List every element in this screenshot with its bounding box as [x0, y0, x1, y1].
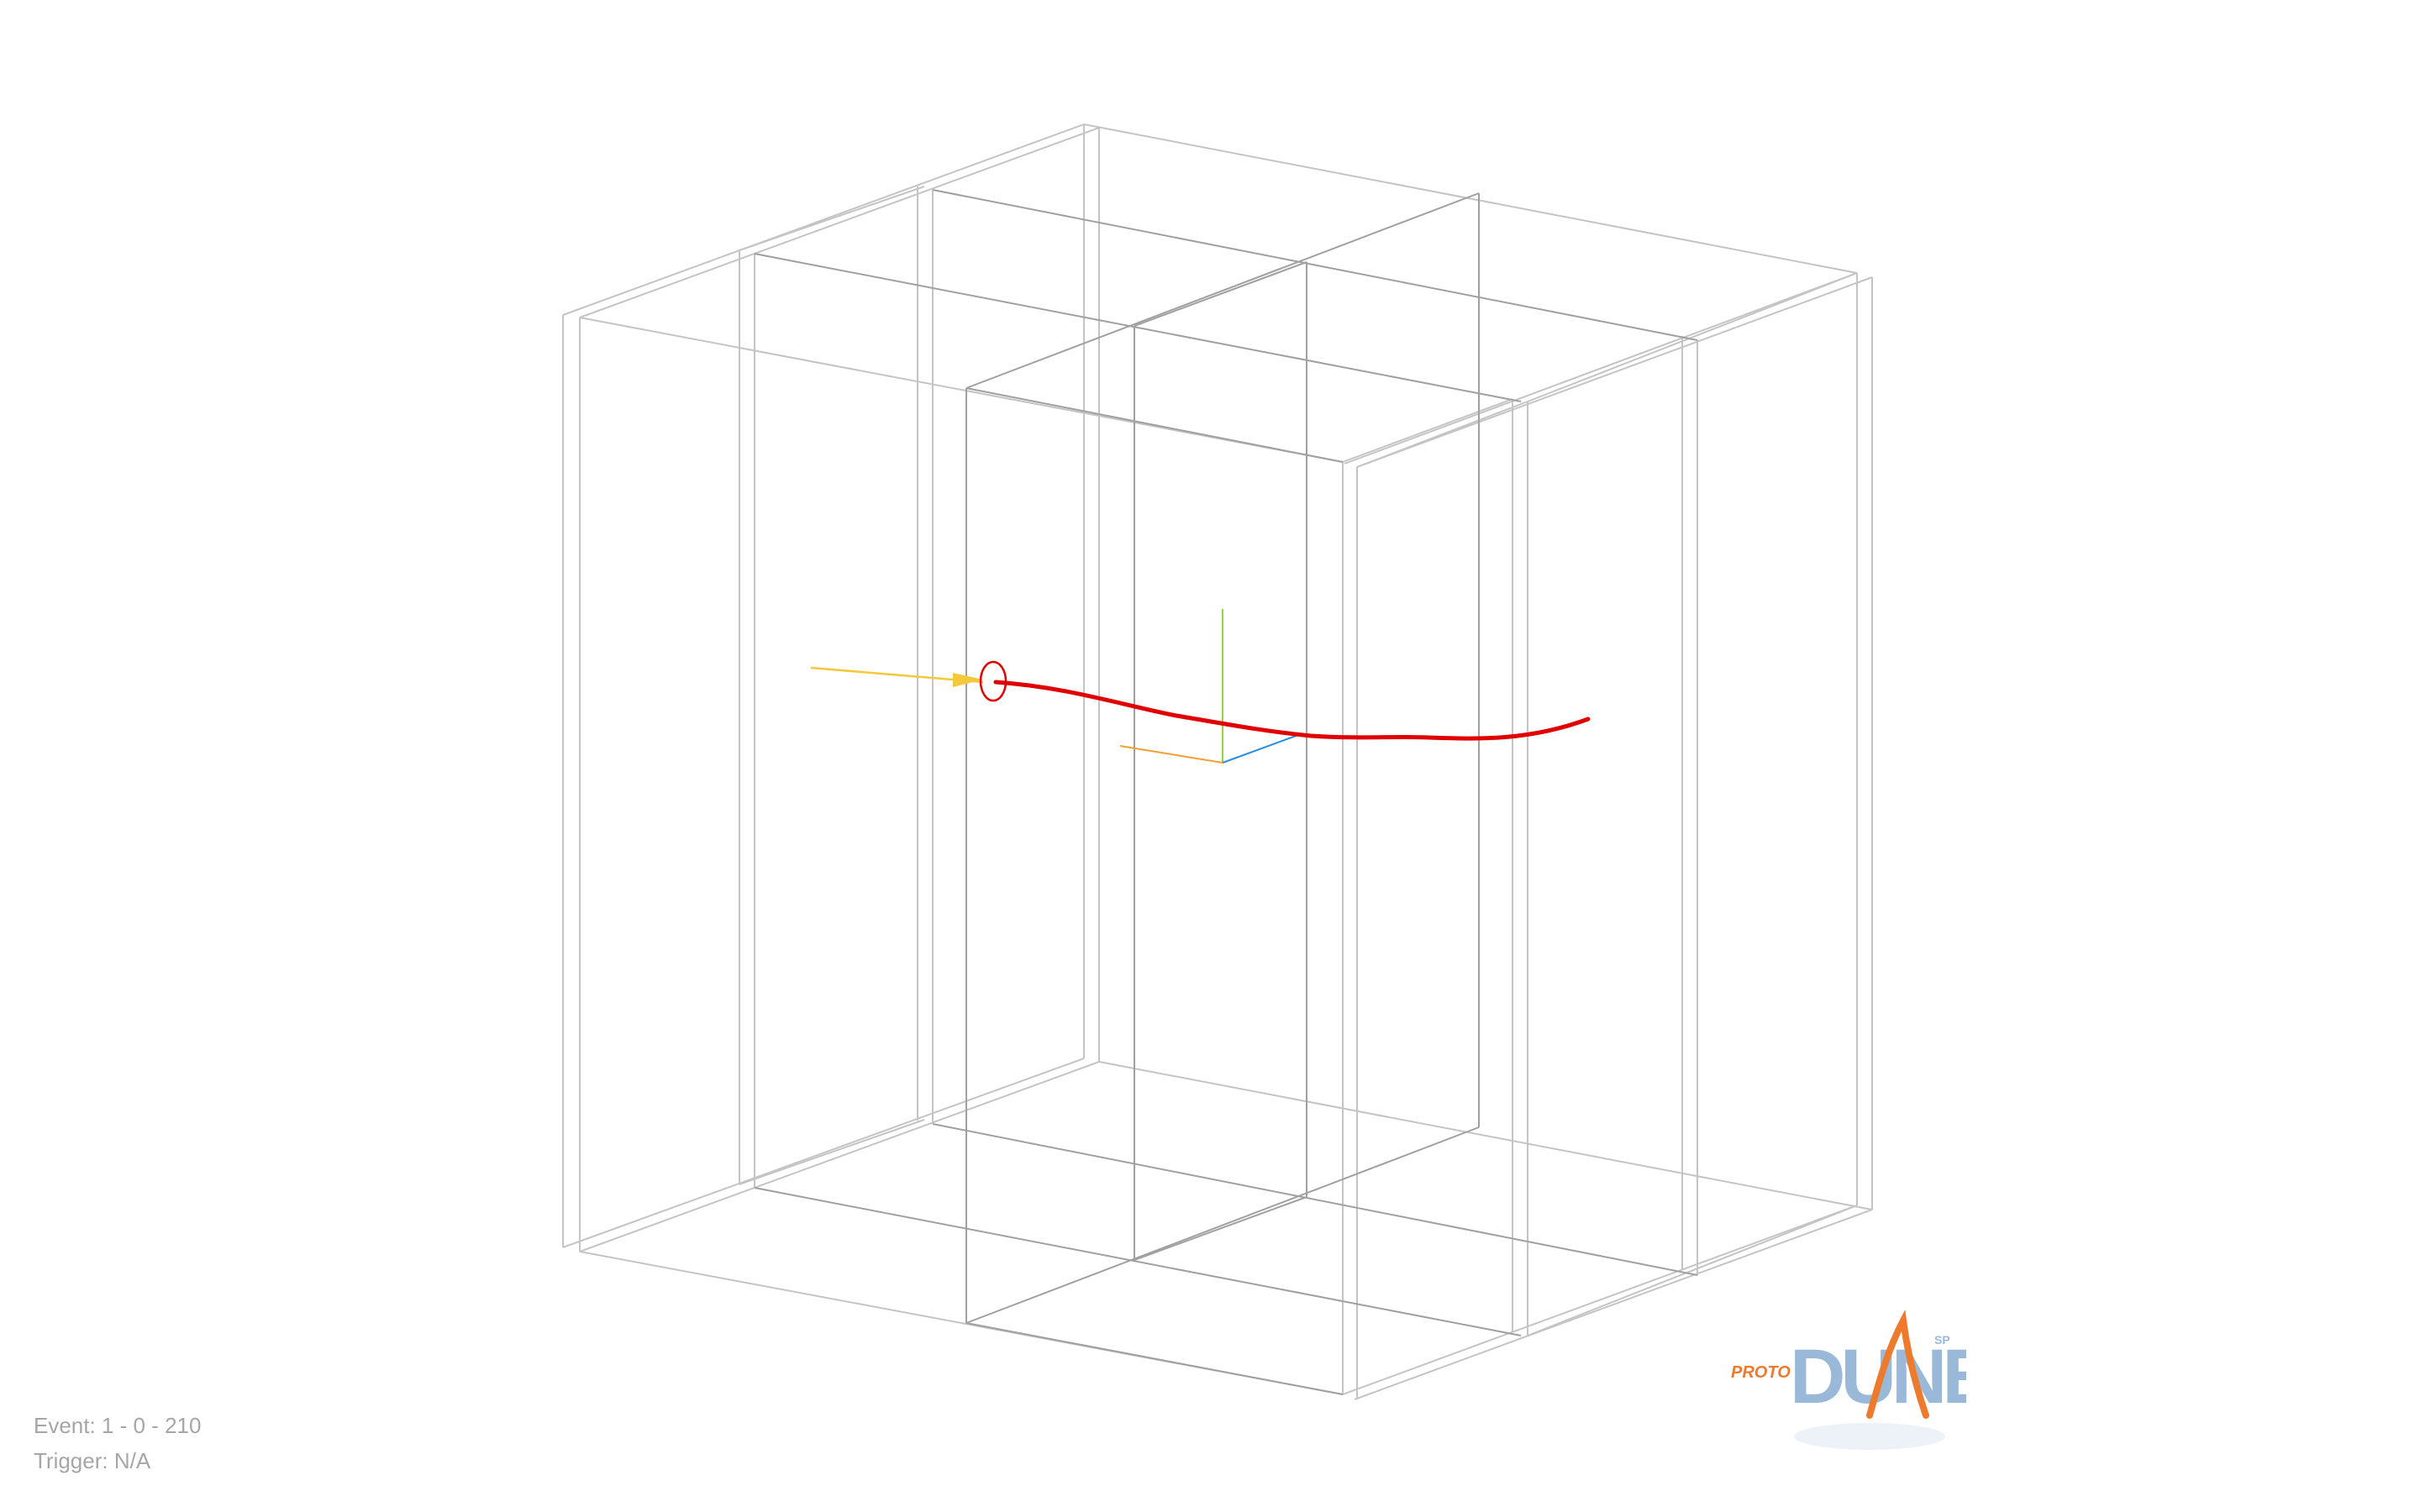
tpc-bottom-edge-front [965, 1322, 1344, 1395]
tpc-bottom-back [754, 1187, 1522, 1336]
vertex-marker[interactable] [979, 660, 1007, 702]
tpc-bottom-mid [932, 1123, 1698, 1276]
wall-plane-4-top [1527, 272, 1858, 402]
left-top-face [579, 127, 1100, 318]
beam-track [810, 666, 984, 687]
axes-gizmo [1119, 609, 1299, 764]
detector-frame [562, 123, 1873, 1400]
logo-superscript: SP [1934, 1333, 1950, 1347]
back-top-edge [1083, 123, 1858, 274]
logo-reflection [1794, 1423, 1945, 1450]
logo-prefix: PROTO [1731, 1363, 1791, 1382]
protodune-logo: PROTO DUNE SP [1731, 1309, 1966, 1450]
tpc-top-edge-front [965, 387, 1344, 463]
right-top-edge [1344, 272, 1858, 465]
bottom-right-edge-2 [1342, 1205, 1858, 1395]
tpc-bottom-front [965, 1126, 1480, 1324]
wall-plane-3-top-b [1356, 401, 1528, 468]
front-top-edge [579, 317, 1344, 463]
tpc-top-diag [1134, 261, 1307, 327]
wall-plane-1-bottom [739, 1119, 925, 1185]
axis-x [1222, 734, 1299, 764]
bottom-back-edge [1098, 1061, 1873, 1210]
beam-arrow [953, 673, 983, 687]
event-info-panel: Event: 1 - 0 - 210 Trigger: N/A [34, 1408, 201, 1478]
tpc-volumes [754, 189, 1698, 1395]
back-left-top [562, 123, 1085, 316]
axis-z [1119, 745, 1223, 764]
left-bottom-face-2 [579, 1061, 1100, 1252]
wall-plane-4-bottom [1527, 1205, 1858, 1336]
tpc-top-back [754, 253, 1522, 402]
left-bottom-face [562, 1058, 1085, 1248]
tpc-top-front [965, 192, 1480, 389]
tpc-bottom-diag [1134, 1196, 1307, 1261]
bottom-right-edge [1354, 1209, 1873, 1400]
tpc-top-mid [932, 189, 1698, 341]
reconstructed-track[interactable] [993, 680, 1591, 741]
logo-orange-wave [1866, 1309, 1929, 1419]
wall-plane-1-top [739, 186, 925, 251]
event-label: Event: 1 - 0 - 210 [34, 1413, 202, 1438]
trigger-label: Trigger: N/A [34, 1448, 151, 1473]
right-top-edge-2 [1356, 276, 1873, 468]
wall-plane-3-top [1342, 398, 1513, 463]
